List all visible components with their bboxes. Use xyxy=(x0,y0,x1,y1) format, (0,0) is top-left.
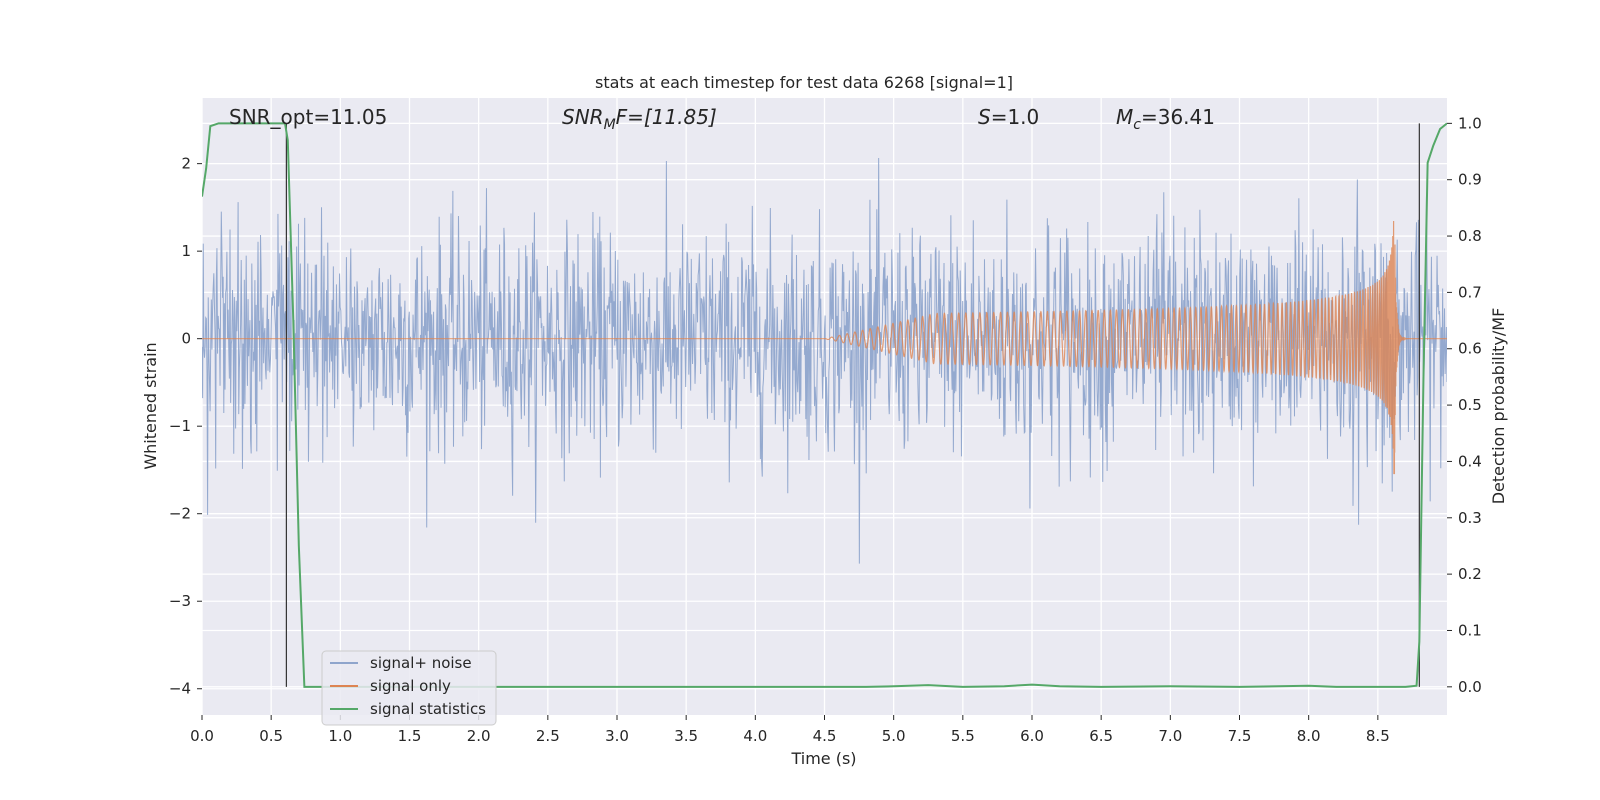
legend-label-signal-statistics: signal statistics xyxy=(370,700,486,718)
tick-label-right: 0.1 xyxy=(1458,621,1482,639)
annotation-snr-mf-sub: M xyxy=(604,117,616,133)
tick-label-right: 0.8 xyxy=(1458,227,1482,245)
tick-label-x: 3.5 xyxy=(674,727,698,745)
right-axis-ticks: 0.0 0.1 0.2 0.3 0.4 0.5 0.6 0.7 0.8 0.9 1.0 xyxy=(1447,114,1482,696)
tick-label-right: 0.3 xyxy=(1458,509,1482,527)
tick-label-right: 0.4 xyxy=(1458,452,1482,470)
left-axis-label: Whitened strain xyxy=(141,342,160,469)
tick-label-right: 0.9 xyxy=(1458,171,1482,189)
tick-label-x: 7.0 xyxy=(1158,727,1182,745)
tick-label-x: 2.5 xyxy=(536,727,560,745)
tick-label-right: 0.7 xyxy=(1458,283,1482,301)
annotation-mc-base: M xyxy=(1116,105,1133,129)
tick-label-x: 8.5 xyxy=(1366,727,1390,745)
annotation-snr-mf-base: SNR xyxy=(562,105,604,129)
annotation-mc-sub: c xyxy=(1133,117,1141,133)
tick-label-right: 0.0 xyxy=(1458,678,1482,696)
annotation-s: S=1.0 xyxy=(978,105,1039,129)
annotation-s-value: =1.0 xyxy=(991,105,1040,129)
tick-label-left: 2 xyxy=(181,155,191,173)
tick-label-right: 1.0 xyxy=(1458,114,1482,132)
legend: signal+ noise signal only signal statist… xyxy=(321,650,497,726)
tick-label-left: −4 xyxy=(169,680,191,698)
tick-label-right: 0.2 xyxy=(1458,565,1482,583)
tick-label-x: 0.5 xyxy=(259,727,283,745)
tick-label-left: −3 xyxy=(169,592,191,610)
tick-label-x: 1.0 xyxy=(328,727,352,745)
tick-label-x: 6.0 xyxy=(1020,727,1044,745)
legend-label-signal-only: signal only xyxy=(370,677,451,695)
tick-label-x: 2.0 xyxy=(467,727,491,745)
legend-box xyxy=(321,650,497,726)
series-signal-statistics xyxy=(202,122,1447,688)
annotation-s-label: S xyxy=(978,105,991,129)
left-axis-ticks: −4 −3 −2 −1 0 1 2 xyxy=(169,155,202,698)
line-signal-plus-noise xyxy=(202,157,1447,564)
line-signal-only xyxy=(202,220,1447,475)
tick-label-x: 4.0 xyxy=(743,727,767,745)
tick-label-x: 5.0 xyxy=(882,727,906,745)
right-axis-label: Detection probability/MF xyxy=(1489,308,1508,505)
tick-label-left: 0 xyxy=(181,330,191,348)
chart-title: stats at each timestep for test data 626… xyxy=(595,73,1013,92)
annotation-snr-mf: SNRMF=[11.85] xyxy=(562,105,717,133)
annotation-snr-mf-rest: F=[11.85] xyxy=(616,105,717,129)
tick-label-left: −2 xyxy=(169,505,191,523)
tick-label-x: 8.0 xyxy=(1297,727,1321,745)
x-axis-ticks: 0.0 0.5 1.0 1.5 2.0 2.5 3.0 3.5 4.0 4.5 5.0 5.5 6.0 6… xyxy=(190,715,1390,745)
line-signal-statistics xyxy=(202,122,1447,688)
tick-label-x: 7.5 xyxy=(1228,727,1252,745)
tick-label-x: 5.5 xyxy=(951,727,975,745)
tick-label-x: 3.0 xyxy=(605,727,629,745)
tick-label-x: 0.0 xyxy=(190,727,214,745)
annotation-snr-opt: SNR_opt=11.05 xyxy=(229,105,387,129)
legend-label-signal-plus-noise: signal+ noise xyxy=(370,654,472,672)
series-signal-plus-noise xyxy=(202,157,1447,564)
tick-label-right: 0.5 xyxy=(1458,396,1482,414)
tick-label-x: 1.5 xyxy=(398,727,422,745)
tick-label-x: 6.5 xyxy=(1089,727,1113,745)
annotation-mc: Mc=36.41 xyxy=(1116,105,1215,133)
tick-label-right: 0.6 xyxy=(1458,340,1482,358)
x-axis-label: Time (s) xyxy=(790,749,856,768)
tick-label-left: 1 xyxy=(181,242,191,260)
annotation-mc-value: =36.41 xyxy=(1141,105,1215,129)
series-signal-only xyxy=(202,220,1447,475)
tick-label-x: 4.5 xyxy=(813,727,837,745)
tick-label-left: −1 xyxy=(169,417,191,435)
